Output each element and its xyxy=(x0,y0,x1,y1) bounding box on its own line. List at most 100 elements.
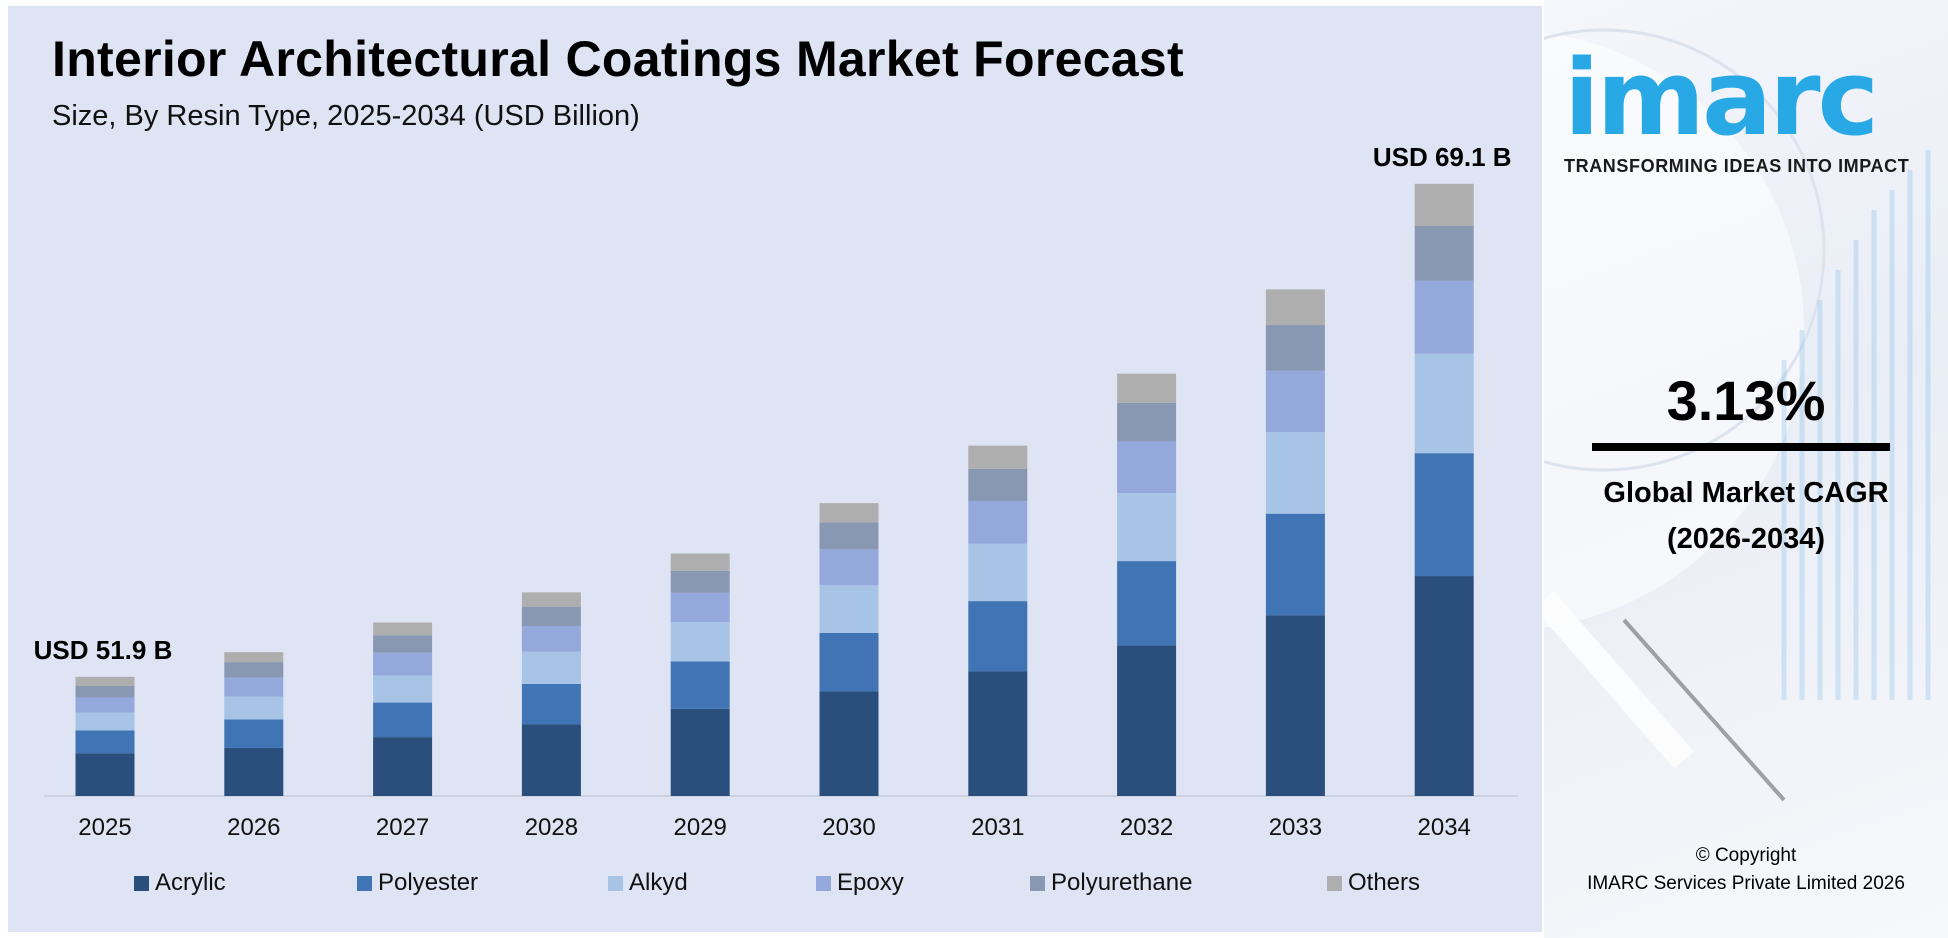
bar-segment-epoxy-2025 xyxy=(75,697,135,713)
bar-segment-polyurethane-2033 xyxy=(1265,325,1325,371)
bar-segment-polyester-2028 xyxy=(521,683,581,725)
bar-segment-polyester-2033 xyxy=(1265,513,1325,616)
bar-segment-epoxy-2033 xyxy=(1265,370,1325,433)
bar-segment-polyurethane-2029 xyxy=(670,570,730,593)
bar-segment-others-2025 xyxy=(75,676,135,687)
bar-segment-epoxy-2026 xyxy=(224,677,284,697)
bar-segment-polyurethane-2030 xyxy=(819,522,879,550)
chart-subtitle: Size, By Resin Type, 2025-2034 (USD Bill… xyxy=(52,100,640,132)
bar-segment-others-2034 xyxy=(1414,183,1474,226)
x-tick-label-2034: 2034 xyxy=(1418,814,1471,841)
x-tick-label-2033: 2033 xyxy=(1269,814,1322,841)
cagr-divider xyxy=(1592,443,1890,451)
bar-segment-alkyd-2026 xyxy=(224,696,284,720)
bar-segment-acrylic-2033 xyxy=(1265,615,1325,796)
bar-segment-polyester-2034 xyxy=(1414,453,1474,577)
legend-label-acrylic: Acrylic xyxy=(155,869,226,896)
logo-tagline: TRANSFORMING IDEAS INTO IMPACT xyxy=(1564,156,1910,176)
bar-segment-others-2028 xyxy=(521,592,581,607)
bar-segment-polyester-2025 xyxy=(75,730,135,754)
logo-wordmark: imarc xyxy=(1564,37,1879,159)
bar-segment-polyurethane-2026 xyxy=(224,662,284,678)
x-tick-label-2028: 2028 xyxy=(525,814,578,841)
bar-segment-others-2033 xyxy=(1265,289,1325,326)
legend-swatch-polyester xyxy=(357,876,372,891)
legend-label-polyester: Polyester xyxy=(378,869,478,896)
bar-segment-acrylic-2034 xyxy=(1414,576,1474,796)
cagr-label-line1: Global Market CAGR xyxy=(1603,477,1889,509)
bar-segment-polyester-2030 xyxy=(819,632,879,692)
imarc-logo: imarc xyxy=(1564,38,1934,158)
x-tick-label-2032: 2032 xyxy=(1120,814,1173,841)
bar-segment-alkyd-2025 xyxy=(75,712,135,731)
bar-segment-acrylic-2026 xyxy=(224,747,284,796)
bar-segment-acrylic-2030 xyxy=(819,691,879,796)
cagr-value: 3.13% xyxy=(1666,369,1826,432)
bar-segment-polyester-2032 xyxy=(1117,561,1177,646)
bar-segment-acrylic-2025 xyxy=(75,753,135,796)
bar-segment-alkyd-2033 xyxy=(1265,432,1325,514)
bar-segment-others-2027 xyxy=(373,622,433,636)
copyright: © Copyright IMARC Services Private Limit… xyxy=(1544,842,1948,898)
cagr-label-line2: (2026-2034) xyxy=(1667,523,1825,555)
bar-total-label-2025: USD 51.9 B xyxy=(34,635,173,665)
bar-segment-alkyd-2027 xyxy=(373,675,433,703)
bar-segment-polyester-2029 xyxy=(670,661,730,709)
copyright-line1: © Copyright xyxy=(1695,845,1797,866)
legend-label-epoxy: Epoxy xyxy=(837,869,904,896)
legend-swatch-acrylic xyxy=(134,876,149,891)
bar-segment-polyurethane-2034 xyxy=(1414,225,1474,281)
bar-segment-epoxy-2029 xyxy=(670,592,730,623)
legend-label-others: Others xyxy=(1348,869,1420,896)
bar-segment-polyester-2026 xyxy=(224,719,284,748)
legend-swatch-polyurethane xyxy=(1030,876,1045,891)
bar-segment-others-2031 xyxy=(968,445,1028,469)
x-tick-label-2030: 2030 xyxy=(822,814,875,841)
bar-segment-epoxy-2034 xyxy=(1414,280,1474,354)
legend-swatch-epoxy xyxy=(816,876,831,891)
x-tick-label-2026: 2026 xyxy=(227,814,280,841)
bar-segment-polyurethane-2027 xyxy=(373,635,433,653)
stacked-bar-chart: 2025 2026 2027 2028 2029 2030 2031 2032 2033 2034… xyxy=(34,142,1518,896)
bar-segment-polyester-2027 xyxy=(373,702,433,738)
bar-segment-alkyd-2034 xyxy=(1414,353,1474,454)
bar-segment-epoxy-2032 xyxy=(1117,441,1177,493)
bar-segment-alkyd-2031 xyxy=(968,543,1028,602)
x-tick-label-2027: 2027 xyxy=(376,814,429,841)
bar-segment-others-2030 xyxy=(819,503,879,523)
x-tick-label-2031: 2031 xyxy=(971,814,1024,841)
bar-segment-acrylic-2032 xyxy=(1117,645,1177,796)
bar-segment-acrylic-2027 xyxy=(373,737,433,796)
bar-segment-polyurethane-2028 xyxy=(521,606,581,626)
bar-segment-polyurethane-2032 xyxy=(1117,402,1177,442)
legend-label-alkyd: Alkyd xyxy=(629,869,688,896)
bar-segment-alkyd-2029 xyxy=(670,622,730,662)
bar-segment-epoxy-2028 xyxy=(521,625,581,652)
bar-segment-alkyd-2032 xyxy=(1117,492,1177,562)
bar-segment-others-2026 xyxy=(224,652,284,663)
bar-segment-epoxy-2031 xyxy=(968,501,1028,544)
bar-segment-acrylic-2029 xyxy=(670,708,730,796)
legend-swatch-alkyd xyxy=(608,876,623,891)
bar-segment-polyurethane-2031 xyxy=(968,468,1028,502)
copyright-line2: IMARC Services Private Limited 2026 xyxy=(1587,873,1905,894)
bar-segment-polyurethane-2025 xyxy=(75,686,135,698)
bar-segment-acrylic-2031 xyxy=(968,671,1028,796)
bar-segment-polyester-2031 xyxy=(968,601,1028,672)
cagr-label: Global Market CAGR (2026-2034) xyxy=(1544,470,1948,562)
chart-title: Interior Architectural Coatings Market F… xyxy=(52,31,1184,87)
bar-segment-epoxy-2027 xyxy=(373,652,433,676)
bar-segment-acrylic-2028 xyxy=(521,724,581,796)
legend-swatch-others xyxy=(1327,876,1342,891)
side-panel: imarc TRANSFORMING IDEAS INTO IMPACT 3.1… xyxy=(1544,0,1948,938)
bar-total-label-2034: USD 69.1 B xyxy=(1373,142,1512,172)
x-tick-label-2029: 2029 xyxy=(674,814,727,841)
bar-segment-others-2032 xyxy=(1117,373,1177,403)
decorative-background xyxy=(1544,28,1931,802)
bar-segment-epoxy-2030 xyxy=(819,549,879,586)
legend-label-polyurethane: Polyurethane xyxy=(1051,869,1192,896)
x-tick-label-2025: 2025 xyxy=(78,814,131,841)
bar-segment-alkyd-2028 xyxy=(521,651,581,684)
bar-segment-alkyd-2030 xyxy=(819,585,879,633)
bar-segment-others-2029 xyxy=(670,553,730,571)
